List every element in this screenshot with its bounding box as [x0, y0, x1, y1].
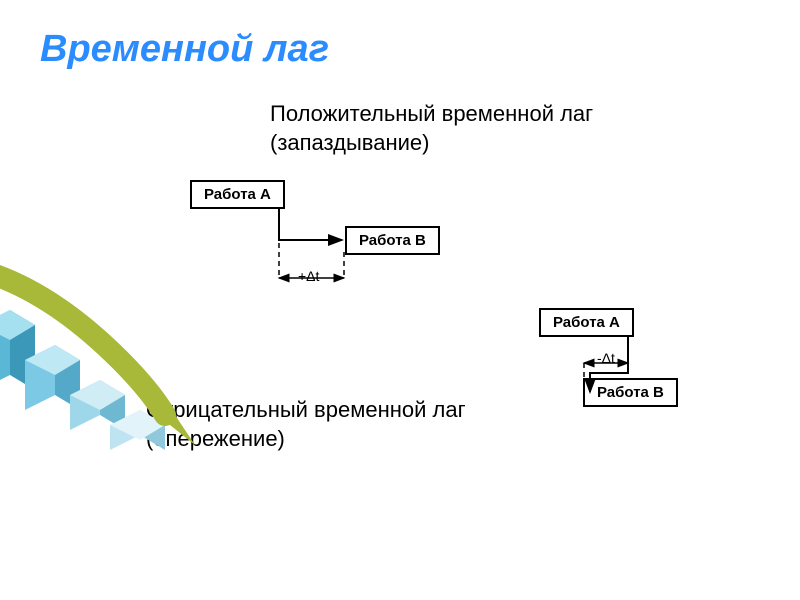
positive-lag-text: Положительный временной лаг (запаздывани… [270, 101, 593, 155]
positive-lag-heading: Положительный временной лаг (запаздывани… [270, 100, 690, 157]
positive-box-b: Работа B [345, 226, 440, 255]
negative-connector [560, 308, 700, 418]
positive-delta: +Δt [298, 268, 319, 284]
page-title: Временной лаг [40, 28, 329, 71]
decorative-chart-icon [0, 210, 230, 490]
negative-delta: -Δt [597, 350, 615, 366]
